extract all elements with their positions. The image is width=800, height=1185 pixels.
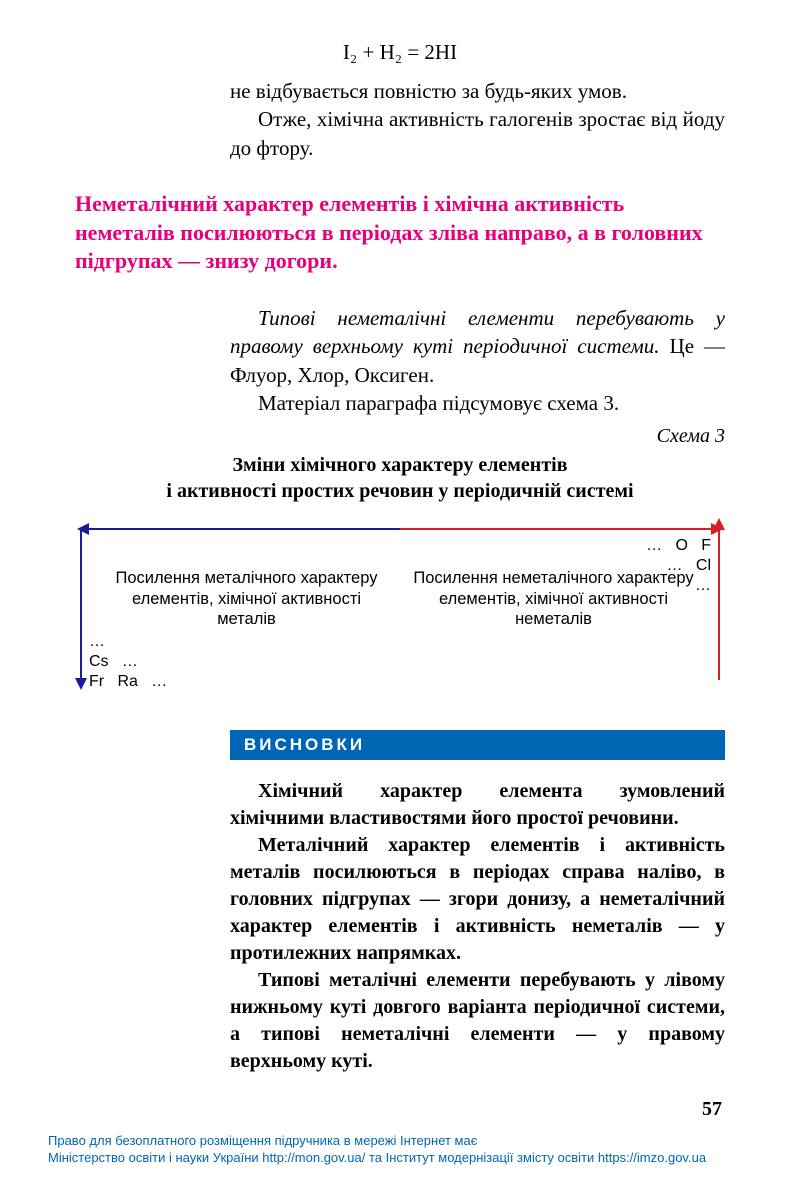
metallic-trend-text: Посилення металічного характеру елементі… bbox=[103, 568, 390, 630]
footer-line1: Право для безоплатного розміщення підруч… bbox=[48, 1133, 477, 1148]
page-number: 57 bbox=[702, 1098, 722, 1121]
right-elem-l3: … bbox=[695, 577, 711, 594]
paragraph-1: не відбувається повністю за будь-яких ум… bbox=[230, 77, 725, 162]
para3: Матеріал параграфа підсумовує схема 3. bbox=[230, 389, 725, 417]
para1-line1: не відбувається повністю за будь-яких ум… bbox=[230, 79, 627, 103]
diagram-left-metallic: Посилення металічного характеру елементі… bbox=[75, 520, 400, 690]
red-horizontal-arrow bbox=[400, 528, 713, 530]
conclusion-p1: Хімічний характер елемента зумовлений хі… bbox=[230, 778, 725, 832]
arrow-left-icon bbox=[77, 523, 89, 535]
para1-rest: Отже, хімічна активність галогенів зрост… bbox=[230, 105, 725, 162]
conclusions-section: ВИСНОВКИ Хімічний характер елемента зумо… bbox=[230, 730, 725, 1075]
conclusions-header: ВИСНОВКИ bbox=[230, 730, 725, 760]
red-vertical-arrow bbox=[718, 528, 720, 680]
scheme-label: Схема 3 bbox=[75, 425, 725, 448]
footer-copyright: Право для безоплатного розміщення підруч… bbox=[48, 1133, 706, 1167]
page-content: I₂ + H₂ = 2HI не відбувається повністю з… bbox=[0, 0, 800, 1075]
scheme-title-l2: і активності простих речовин у періодичн… bbox=[166, 480, 633, 502]
left-elem-l2: Cs … bbox=[89, 653, 138, 670]
scheme-title-l1: Зміни хімічного характеру елементів bbox=[232, 454, 567, 476]
left-elem-l3: Fr Ra … bbox=[89, 673, 167, 690]
blue-horizontal-arrow bbox=[87, 528, 400, 530]
periodic-trend-diagram: Посилення металічного характеру елементі… bbox=[75, 520, 725, 690]
scheme-title: Зміни хімічного характеру елементів і ак… bbox=[75, 452, 725, 504]
pink-heading: Неметалічний характер елементів і хімічн… bbox=[75, 190, 725, 276]
left-elem-l1: … bbox=[89, 633, 105, 650]
arrow-down-icon bbox=[75, 678, 87, 690]
blue-vertical-arrow bbox=[80, 528, 82, 680]
conclusions-body: Хімічний характер елемента зумовлений хі… bbox=[230, 778, 725, 1075]
chemical-equation: I₂ + H₂ = 2HI bbox=[75, 40, 725, 65]
conclusion-p2: Металічний характер елементів і активніс… bbox=[230, 832, 725, 967]
right-elem-l1: … O F bbox=[646, 537, 711, 554]
metallic-elements: … Cs … Fr Ra … bbox=[89, 632, 167, 692]
paragraph-2: Типові неметалічні елементи перебувають … bbox=[230, 304, 725, 417]
footer-line2: Міністерство освіти і науки України http… bbox=[48, 1150, 706, 1165]
arrow-up-icon bbox=[713, 518, 725, 530]
diagram-right-nonmetallic: … O F … Cl … Посилення неметалічного хар… bbox=[400, 520, 725, 690]
conclusion-p3: Типові металічні елементи перебувають у … bbox=[230, 967, 725, 1075]
para2-italic: Типові неметалічні елементи перебувають … bbox=[230, 306, 725, 358]
nonmetallic-trend-text: Посилення неметалічного характеру елемен… bbox=[410, 568, 697, 630]
